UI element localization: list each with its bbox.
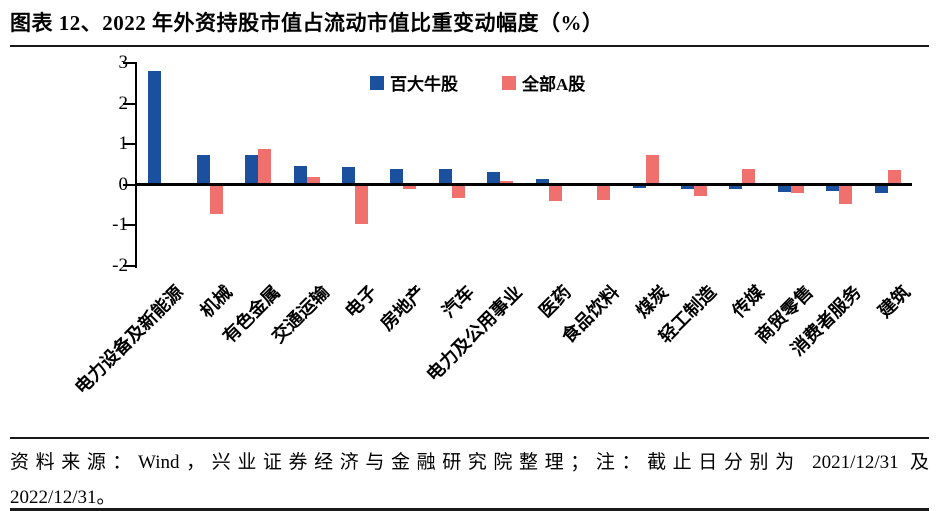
bar-s2-c9	[597, 183, 611, 200]
bar-s2-c8	[548, 183, 562, 202]
y-tick-label: 0	[118, 173, 129, 195]
y-tick	[123, 102, 137, 105]
y-tick-label: 2	[118, 92, 129, 114]
source-note-line1: 资料来源：Wind，兴业证券经济与金融研究院整理；注：截止日分别为 2021/1…	[10, 452, 929, 473]
bar-s2-c13	[790, 183, 804, 193]
source-note-line2: 2022/12/31。	[10, 487, 116, 508]
bar-s1-c0	[148, 71, 162, 186]
y-tick	[123, 264, 137, 267]
bar-s1-c14	[826, 183, 840, 192]
y-tick	[123, 183, 137, 186]
y-tick	[123, 224, 137, 226]
bar-s1-c13	[777, 183, 791, 192]
bar-s2-c11	[694, 183, 708, 196]
bar-s2-c15	[887, 169, 901, 186]
y-tick-label: 1	[118, 133, 129, 154]
bar-s2-c10	[645, 155, 659, 186]
footer-divider	[10, 437, 929, 439]
bar-s1-c8	[535, 179, 549, 186]
bar-s1-c3	[293, 166, 307, 186]
bottom-divider	[10, 508, 929, 511]
legend-item-series1: 百大牛股	[370, 70, 458, 95]
bar-s1-c7	[487, 171, 501, 186]
y-tick-label: 3	[118, 52, 129, 73]
bar-s1-c1	[196, 154, 210, 186]
x-axis-label: 房地产	[377, 281, 430, 335]
series1-swatch-icon	[370, 75, 384, 90]
bar-s1-c6	[438, 168, 452, 186]
x-axis-label: 建筑	[874, 281, 914, 322]
y-tick	[123, 143, 137, 145]
x-axis-label: 电力设备及新能源	[71, 281, 188, 398]
legend-label-series2: 全部A股	[522, 75, 586, 94]
chart-legend: 百大牛股 全部A股	[370, 70, 585, 95]
y-tick-label: -2	[112, 254, 128, 276]
bar-s2-c2	[258, 148, 272, 186]
zero-line	[137, 183, 912, 186]
bar-s1-c15	[874, 183, 888, 193]
bar-s2-c6	[451, 183, 465, 198]
bar-s2-c14	[839, 183, 853, 204]
y-axis	[134, 61, 137, 268]
bar-s2-c3	[306, 177, 320, 186]
figure-title: 图表 12、2022 年外资持股市值占流动市值比重变动幅度（%）	[10, 11, 604, 35]
bar-s2-c1	[209, 183, 223, 215]
legend-item-series2: 全部A股	[502, 70, 585, 95]
title-divider	[10, 45, 929, 47]
bar-s1-c2	[245, 154, 259, 186]
bar-s2-c4	[354, 183, 368, 225]
bar-s1-c4	[341, 167, 355, 186]
bar-s1-c5	[390, 169, 404, 186]
bar-s1-c12	[729, 183, 743, 190]
y-tick	[123, 62, 137, 64]
legend-label-series1: 百大牛股	[390, 75, 458, 94]
bar-s2-c12	[742, 168, 756, 186]
y-tick-label: -1	[112, 214, 128, 235]
series2-swatch-icon	[502, 75, 516, 90]
